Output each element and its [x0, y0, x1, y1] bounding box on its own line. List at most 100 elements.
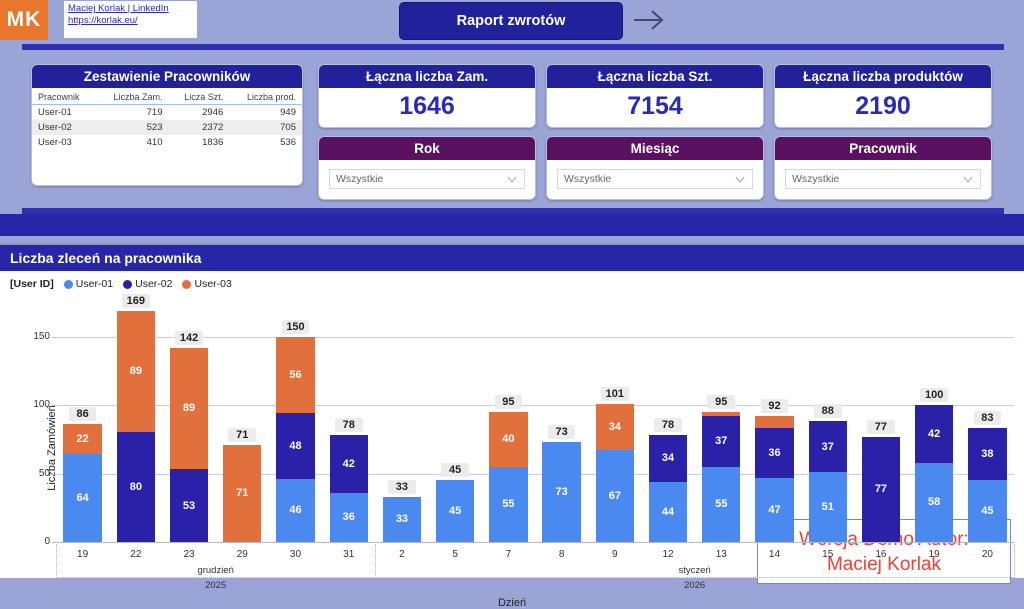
bar-segment[interactable]: 48	[276, 413, 315, 479]
bar-segment[interactable]: 89	[116, 310, 155, 433]
bar-total-label: 169	[122, 293, 150, 308]
bar-segment[interactable]: 45	[436, 480, 475, 542]
website-link[interactable]: https://korlak.eu/	[68, 15, 138, 26]
bar-segment-value: 71	[236, 487, 249, 500]
slicer-rok-select[interactable]: Wszystkie	[329, 169, 525, 189]
bar-total-label: 95	[494, 394, 523, 409]
group-separator	[375, 544, 377, 578]
bar-segment[interactable]: 46	[276, 478, 315, 542]
slicer-body: Wszystkie	[319, 160, 535, 189]
bar-segment[interactable]: 44	[648, 481, 688, 542]
slicer-miesiac: Miesiąc Wszystkie	[546, 136, 764, 200]
legend-text: User-03	[194, 278, 232, 290]
x-tick-label: 19	[928, 549, 940, 560]
bar-segment[interactable]: 37	[702, 415, 741, 467]
col-liczba-prod: Liczba prod.	[229, 88, 302, 105]
y-tick-mark	[52, 473, 56, 475]
raport-zwrotow-button[interactable]: Raport zwrotów	[399, 2, 623, 40]
legend-item-user02[interactable]: User-02	[123, 278, 172, 290]
y-tick-label: 50	[38, 467, 50, 479]
y-axis-label: Liczba Zamówień	[46, 405, 58, 491]
y-tick-label: 100	[33, 399, 50, 411]
author-link-card[interactable]: Maciej Korlak | LinkedIn https://korlak.…	[64, 1, 197, 38]
x-tick-label: 2	[399, 549, 405, 560]
table-row[interactable]: User-01 719 2946 949	[32, 105, 302, 121]
table-row[interactable]: User-02 523 2372 705	[32, 120, 302, 135]
bar-segment[interactable]: 80	[116, 432, 155, 542]
slicer-pracownik-select[interactable]: Wszystkie	[785, 169, 981, 189]
col-licza-szt: Licza Szt.	[168, 88, 230, 105]
bar-segment[interactable]: 36	[329, 492, 368, 542]
logo-mk: MK	[0, 0, 48, 40]
bar-segment-value: 42	[342, 457, 355, 470]
x-tick-label: 9	[612, 549, 618, 560]
bar-segment[interactable]: 40	[489, 411, 528, 467]
x-tick-label: 31	[343, 549, 355, 560]
slicer-rok-value: Wszystkie	[336, 173, 384, 185]
bar-segment-value: 80	[129, 481, 142, 494]
x-tick-label: 22	[130, 549, 142, 560]
bar-total-label: 101	[601, 386, 629, 401]
chevron-down-icon	[963, 176, 973, 183]
x-tick-label: 14	[768, 549, 781, 560]
chart-title: Liczba zleceń na pracownika	[0, 245, 1024, 271]
legend-item-user01[interactable]: User-01	[63, 278, 113, 290]
table-row[interactable]: User-03 410 1836 536	[32, 135, 302, 150]
bar-segment[interactable]: 36	[755, 428, 794, 478]
raport-zwrotow-label: Raport zwrotów	[456, 13, 566, 29]
bar-segment[interactable]: 22	[63, 424, 102, 455]
bar-segment[interactable]: 51	[808, 472, 847, 542]
bar-segment[interactable]: 42	[915, 405, 954, 463]
legend-item-user03[interactable]: User-03	[182, 278, 232, 290]
bar-segment-value: 44	[661, 505, 675, 518]
bar-segment[interactable]: 67	[595, 450, 634, 542]
slicer-miesiac-select[interactable]: Wszystkie	[557, 169, 753, 189]
bar-segment[interactable]: 55	[702, 466, 741, 542]
bar-segment[interactable]: 53	[169, 469, 209, 542]
bar-segment[interactable]: 71	[223, 444, 262, 542]
gridline	[56, 473, 1014, 475]
bar-segment[interactable]: 64	[63, 454, 102, 542]
bar-segment[interactable]: 47	[755, 477, 794, 542]
bar-segment[interactable]: 34	[595, 403, 634, 451]
bar-segment[interactable]: 56	[276, 336, 315, 414]
bar-segment[interactable]: 77	[861, 436, 901, 542]
bar-segment[interactable]	[702, 411, 741, 416]
kpi-value: 1646	[399, 92, 455, 120]
bar-segment[interactable]: 37	[808, 421, 847, 473]
arrow-right-icon[interactable]	[632, 6, 666, 34]
bar-segment[interactable]: 55	[489, 466, 528, 542]
x-tick-label: 19	[77, 549, 89, 560]
cell-products: 536	[280, 137, 296, 148]
bar-segment-value: 37	[715, 435, 728, 448]
bar-segment[interactable]: 45	[968, 480, 1007, 542]
x-tick-label: 16	[875, 549, 887, 560]
bar-segment-value: 38	[981, 448, 994, 461]
bar-segment[interactable]: 58	[915, 462, 954, 542]
legend-swatch	[123, 279, 133, 289]
bar-segment-value: 73	[555, 485, 568, 498]
y-tick-mark	[52, 405, 56, 407]
bar-segment[interactable]	[755, 415, 794, 429]
bar-segment[interactable]: 33	[382, 496, 422, 542]
bar-segment-value: 36	[342, 511, 355, 524]
bar-segment[interactable]: 73	[542, 442, 581, 542]
y-tick-label: 0	[44, 536, 50, 547]
bar-segment-value: 77	[874, 483, 888, 496]
gridline	[56, 405, 1014, 407]
bar-total-label: 83	[973, 411, 1002, 426]
month-group-label: styczeń	[678, 565, 711, 576]
bar-segment[interactable]: 42	[329, 435, 368, 493]
linkedin-link[interactable]: Maciej Korlak | LinkedIn	[68, 3, 169, 14]
bar-total-label: 100	[920, 388, 948, 403]
y-tick-label: 150	[33, 330, 50, 342]
bar-segment[interactable]: 38	[968, 428, 1007, 481]
bar-segment[interactable]: 34	[648, 435, 688, 482]
cell-orders: 523	[95, 120, 169, 135]
bar-segment-value: 51	[821, 501, 834, 514]
x-tick-label: 15	[822, 549, 834, 560]
bar-segment[interactable]: 89	[169, 347, 209, 470]
bar-segment-value: 34	[661, 452, 675, 465]
logo-text: MK	[6, 8, 42, 31]
